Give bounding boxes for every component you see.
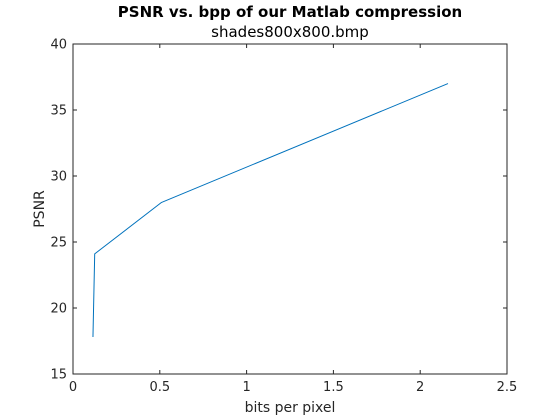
x-tick-label: 1.5 <box>323 380 344 395</box>
plot-area <box>73 44 507 374</box>
y-tick-label: 40 <box>50 38 67 53</box>
y-tick-label: 25 <box>50 236 67 251</box>
y-axis-label: PSNR <box>32 190 48 228</box>
chart-title: PSNR vs. bpp of our Matlab compression <box>118 3 462 21</box>
x-tick-label: 1 <box>242 380 250 395</box>
y-tick-label: 30 <box>50 170 67 185</box>
x-tick-label: 0.5 <box>149 380 170 395</box>
x-tick-label: 0 <box>69 380 77 395</box>
x-axis-label: bits per pixel <box>245 400 336 416</box>
chart-subtitle: shades800x800.bmp <box>211 23 369 41</box>
x-tick-label: 2.5 <box>497 380 518 395</box>
y-tick-label: 20 <box>50 302 67 317</box>
series-line-0 <box>92 83 449 338</box>
tick-layer: 0 0.5 1 1.5 2 2.5 15 20 25 30 35 40 <box>50 38 517 396</box>
y-tick-label: 15 <box>50 368 67 383</box>
axes-box <box>72 43 508 375</box>
x-tick-label: 2 <box>416 380 424 395</box>
y-tick-label: 35 <box>50 104 67 119</box>
series-layer <box>92 83 449 338</box>
